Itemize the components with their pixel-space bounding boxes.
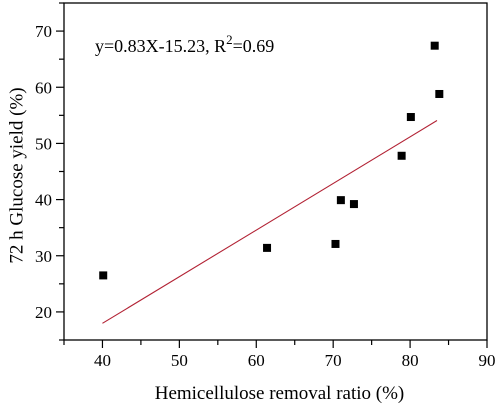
equation-superscript: 2 [226, 32, 233, 47]
data-points-layer [99, 41, 444, 280]
y-tick-label: 40 [35, 191, 52, 210]
data-point [336, 196, 345, 205]
x-tick-label: 90 [479, 351, 496, 370]
regression-equation: y=0.83X-15.23, R2=0.69 [95, 32, 274, 56]
fit-line-layer [102, 120, 438, 324]
y-axis-title: 72 h Glucose yield (%) [6, 87, 27, 263]
data-point [349, 200, 358, 209]
data-point [331, 239, 340, 248]
x-axis-ticks: 40 50 60 70 80 90 [63, 340, 496, 370]
y-tick-label: 50 [35, 134, 52, 153]
data-point [397, 151, 406, 160]
y-axis-ticks: 20 30 40 50 60 70 [35, 2, 64, 341]
data-point [406, 113, 415, 122]
x-tick-label: 40 [94, 351, 111, 370]
data-point [99, 271, 108, 280]
data-point [263, 243, 272, 252]
x-tick-label: 60 [248, 351, 265, 370]
data-point [435, 89, 444, 98]
y-tick-label: 70 [35, 22, 52, 41]
x-tick-label: 70 [325, 351, 342, 370]
y-tick-label: 30 [35, 247, 52, 266]
equation-prefix: y=0.83X-15.23, R [95, 36, 226, 56]
x-axis-title: Hemicellulose removal ratio (%) [155, 383, 405, 404]
x-tick-label: 50 [171, 351, 188, 370]
data-point [430, 41, 439, 50]
equation-suffix: =0.69 [233, 36, 275, 56]
regression-line [102, 120, 438, 324]
x-tick-label: 80 [402, 351, 419, 370]
y-tick-label: 60 [35, 78, 52, 97]
y-tick-label: 20 [35, 303, 52, 322]
